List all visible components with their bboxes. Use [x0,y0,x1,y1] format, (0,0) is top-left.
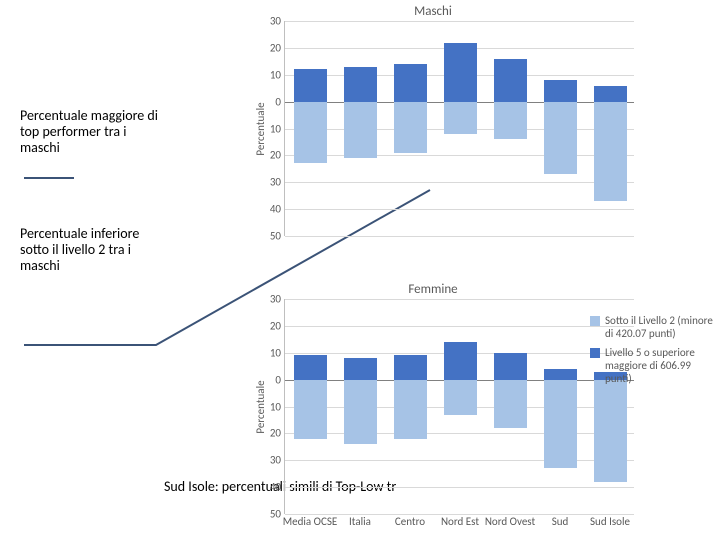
chart-maschi-ylabel: Percentuale [254,102,267,155]
maschi-bar-above [544,80,577,102]
legend-label-above: Livello 5 o superiore maggiore di 606.99… [605,346,718,385]
maschi-bar-below [444,102,477,134]
chart-maschi-plot: 50403020100102030 [284,21,634,236]
gridline [285,236,634,237]
legend-item-below: Sotto il Livello 2 (minore di 420.07 pun… [590,314,718,340]
maschi-bar-below [594,102,627,201]
annotation-below-level2: Percentuale inferiore sotto il livello 2… [20,226,160,274]
maschi-bar-above [294,69,327,101]
chart-femmine-plot: 50403020100102030Media OCSEItaliaCentroN… [284,299,634,514]
femmine-bar-below [594,380,627,482]
maschi-bar-below [494,102,527,140]
femmine-bar-below [394,380,427,439]
chart-femmine-title: Femmine [232,282,634,297]
chart-maschi: Percentuale 50403020100102030 [232,21,634,236]
gridline [285,326,634,327]
maschi-bar-above [344,67,377,102]
ytick-label: 10 [270,68,285,81]
femmine-bar-above [494,353,527,380]
femmine-bar-below [544,380,577,469]
ytick-label: 30 [270,454,285,467]
chart-femmine-ylabel: Percentuale [254,380,267,433]
femmine-bar-above [444,342,477,380]
femmine-bar-below [494,380,527,428]
maschi-bar-below [394,102,427,153]
ytick-label: 0 [275,95,285,108]
femmine-bar-above [294,355,327,379]
maschi-bar-below [544,102,577,175]
gridline [285,433,634,434]
chart-maschi-title: Maschi [232,4,634,19]
ytick-label: 30 [270,15,285,28]
gridline [285,209,634,210]
ytick-label: 20 [270,427,285,440]
legend-label-below: Sotto il Livello 2 (minore di 420.07 pun… [605,314,718,340]
chart-maschi-wrap: Maschi Percentuale 50403020100102030 [232,4,634,236]
ytick-label: 30 [270,176,285,189]
maschi-bar-below [294,102,327,164]
maschi-bar-above [394,64,427,102]
maschi-bar-above [594,86,627,102]
femmine-bar-above [544,369,577,380]
gridline [285,487,634,488]
chart-femmine: Percentuale 50403020100102030Media OCSEI… [232,299,634,514]
ytick-label: 20 [270,41,285,54]
ytick-label: 20 [270,149,285,162]
maschi-bar-above [494,59,527,102]
ytick-label: 50 [270,230,285,243]
femmine-bar-above [344,358,377,380]
gridline [285,299,634,300]
legend: Sotto il Livello 2 (minore di 420.07 pun… [590,314,718,391]
femmine-bar-below [444,380,477,415]
annotation-top-performer: Percentuale maggiore di top performer tr… [20,108,160,156]
xtick-label: Sud Isole [580,514,640,528]
legend-swatch-above [590,348,600,358]
legend-swatch-below [590,316,600,326]
chart-femmine-wrap: Femmine Percentuale 50403020100102030Med… [232,282,634,514]
femmine-bar-above [394,355,427,379]
ytick-label: 30 [270,293,285,306]
ytick-label: 10 [270,400,285,413]
maschi-bar-below [344,102,377,158]
ytick-label: 0 [275,373,285,386]
gridline [285,460,634,461]
ytick-label: 10 [270,122,285,135]
ytick-label: 40 [270,481,285,494]
gridline [285,155,634,156]
gridline [285,182,634,183]
gridline [285,21,634,22]
maschi-bar-above [444,43,477,102]
ytick-label: 10 [270,346,285,359]
ytick-label: 20 [270,319,285,332]
femmine-bar-below [294,380,327,439]
ytick-label: 40 [270,203,285,216]
femmine-bar-below [344,380,377,445]
legend-item-above: Livello 5 o superiore maggiore di 606.99… [590,346,718,385]
